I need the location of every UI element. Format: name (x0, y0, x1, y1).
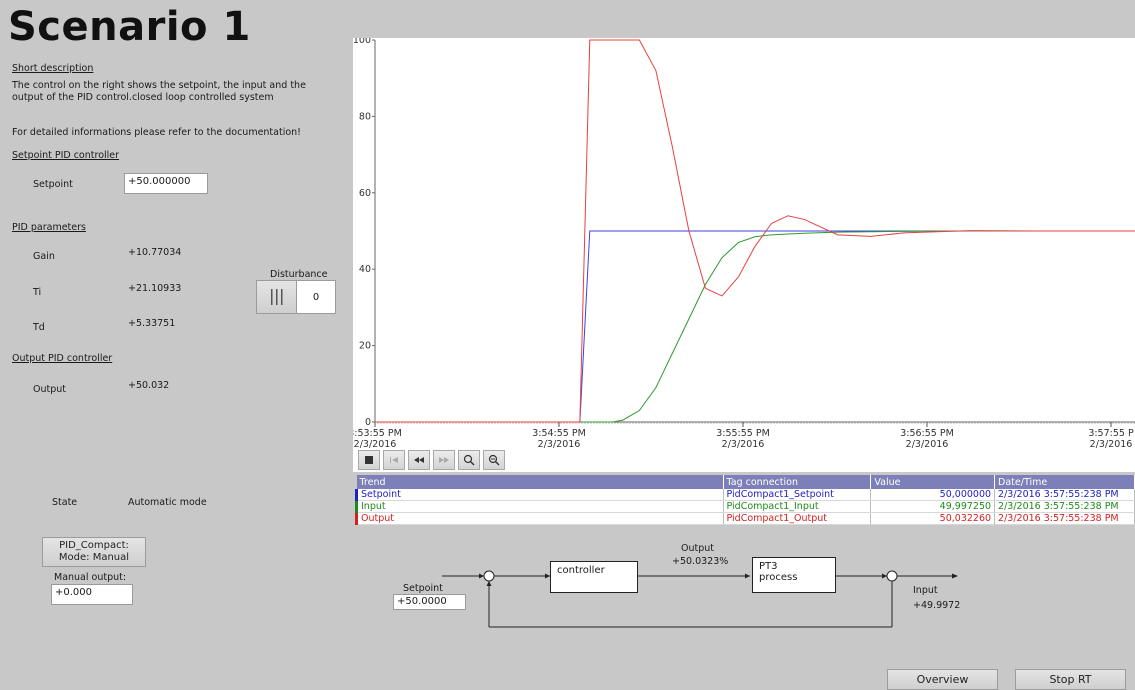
input-series-line (375, 230, 1135, 423)
column-header-trend: Trend (356, 475, 724, 489)
trend-cell: Input (355, 500, 724, 513)
trend-table: Trend Tag connection Value Date/Time Set… (355, 475, 1135, 525)
diagram-output-value: +50.0323% (672, 556, 729, 567)
disturbance-value[interactable]: 0 (312, 291, 320, 303)
diagram-input-label: Input (913, 585, 938, 596)
mode-button-line1: PID_Compact: (59, 540, 129, 551)
trend-view[interactable]: 100 80 60 40 20 0 3:53:55 PM 2/3/2016 3:54:55 PM… (353, 38, 1135, 472)
setpoint-heading: Setpoint PID controller (12, 150, 120, 161)
trend-cell: Setpoint (355, 489, 724, 501)
first-icon[interactable] (383, 450, 405, 470)
value-cell: 50,000000 (870, 489, 996, 501)
output-heading: Output PID controller (12, 353, 113, 364)
x-tick-date-label: 2/3/2016 (906, 439, 949, 450)
datetime-cell: 2/3/2016 3:57:55:238 PM (994, 489, 1135, 501)
table-header-row: Trend Tag connection Value Date/Time (356, 475, 1135, 489)
state-value: Automatic mode (128, 497, 207, 508)
back-icon[interactable] (408, 450, 430, 470)
y-tick-label: 0 (365, 417, 371, 428)
manual-output-label: Manual output: (54, 572, 127, 583)
diagram-setpoint-field[interactable]: +50.0000 (393, 594, 466, 610)
page-title: Scenario 1 (8, 4, 251, 50)
x-tick-time-label: 3:53:55 PM (353, 428, 402, 439)
process-line2: process (759, 572, 798, 583)
mode-manual-button[interactable]: PID_Compact: Mode: Manual (42, 537, 146, 567)
x-tick-date-label: 2/3/2016 (722, 439, 765, 450)
forward-icon[interactable] (433, 450, 455, 470)
x-tick-time-label: 3:57:55 P (1088, 428, 1134, 439)
column-header-value: Value (870, 475, 996, 489)
y-tick-label: 40 (359, 264, 371, 275)
y-tick-label: 100 (353, 38, 371, 46)
pid-parameters-heading: PID parameters (12, 222, 86, 233)
y-tick-label: 80 (359, 111, 371, 122)
tag-cell: PidCompact1_Output (723, 512, 872, 525)
mode-button-line2: Mode: Manual (58, 552, 130, 563)
td-label: Td (33, 322, 45, 333)
datetime-cell: 2/3/2016 3:57:55:238 PM (994, 512, 1135, 525)
output-series-line (375, 39, 1135, 423)
trend-cell: Output (355, 512, 724, 525)
diagram-output-label: Output (681, 543, 714, 554)
zoom-in-icon[interactable] (458, 450, 480, 470)
diagram-setpoint-label: Setpoint (403, 583, 443, 594)
column-header-datetime: Date/Time (994, 475, 1135, 489)
setpoint-series-line (375, 230, 1135, 423)
disturbance-label: Disturbance (270, 269, 328, 280)
output-value: +50.032 (128, 380, 170, 391)
tag-cell: PidCompact1_Setpoint (723, 489, 872, 501)
table-row[interactable]: Input PidCompact1_Input 49,997250 2/3/2016 … (355, 500, 1135, 513)
value-cell: 50,032260 (870, 512, 996, 525)
datetime-cell: 2/3/2016 3:57:55:238 PM (994, 500, 1135, 513)
zoom-out-icon[interactable] (483, 450, 505, 470)
block-diagram (442, 570, 958, 628)
x-tick-time-label: 3:54:55 PM (532, 428, 586, 439)
ti-label: Ti (33, 287, 42, 298)
disturbance-control: 0 (256, 280, 336, 314)
stop-rt-button[interactable]: Stop RT (1015, 669, 1126, 690)
documentation-note: For detailed informations please refer t… (12, 127, 301, 138)
diagram-input-value: +49.9972 (913, 600, 961, 611)
x-tick-time-label: 3:55:55 PM (716, 428, 770, 439)
controller-block: controller (550, 561, 638, 593)
manual-output-input[interactable]: +0.000 (51, 584, 133, 605)
setpoint-input[interactable]: +50.000000 (124, 173, 208, 194)
y-tick-label: 60 (359, 188, 371, 199)
gain-value: +10.77034 (128, 247, 182, 258)
short-description-heading: Short description (12, 63, 94, 74)
x-tick-date-label: 2/3/2016 (538, 439, 581, 450)
x-tick-date-label: 2/3/2016 (354, 439, 397, 450)
stop-icon[interactable] (358, 450, 380, 470)
tag-cell: PidCompact1_Input (723, 500, 872, 513)
output-label: Output (33, 384, 66, 395)
process-block: PT3 process (752, 557, 836, 593)
td-value: +5.33751 (128, 318, 176, 329)
table-row[interactable]: Output PidCompact1_Output 50,032260 2/3/201… (355, 512, 1135, 525)
description-line2: output of the PID control.closed loop co… (12, 92, 274, 103)
process-line1: PT3 (759, 561, 778, 572)
table-row[interactable]: Setpoint PidCompact1_Setpoint 50,000000 2/3… (355, 489, 1135, 501)
y-tick-label: 20 (359, 341, 371, 352)
setpoint-label: Setpoint (33, 179, 73, 190)
trend-toolbar (358, 450, 505, 472)
x-tick-date-label: 2/3/2016 (1090, 439, 1133, 450)
x-tick-time-label: 3:56:55 PM (900, 428, 954, 439)
gain-label: Gain (33, 251, 55, 262)
overview-button[interactable]: Overview (887, 669, 998, 690)
state-label: State (52, 497, 78, 508)
trend-table-container: Trend Tag connection Value Date/Time Set… (355, 475, 1135, 525)
column-header-tag: Tag connection (723, 475, 872, 489)
description-line1: The control on the right shows the setpo… (12, 80, 306, 91)
bars-icon[interactable] (257, 281, 297, 313)
value-cell: 49,997250 (870, 500, 996, 513)
ti-value: +21.10933 (128, 283, 182, 294)
